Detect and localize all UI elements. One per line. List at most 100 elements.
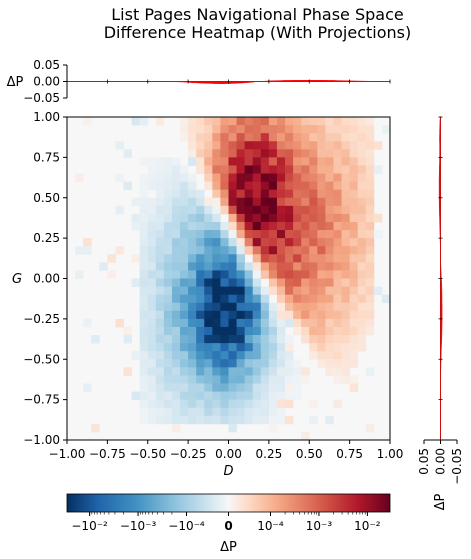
heatmap-cell: [180, 254, 189, 263]
heatmap-cell: [123, 335, 132, 344]
heatmap-cell: [276, 141, 286, 150]
heatmap-cell: [163, 383, 173, 392]
heatmap-cell: [244, 399, 254, 409]
heatmap-cell: [341, 173, 351, 182]
heatmap-cell: [276, 326, 286, 336]
heatmap-cell: [228, 391, 237, 401]
heatmap-cell: [349, 117, 359, 126]
heatmap-cell: [349, 141, 359, 150]
x-tick-label: 0.75: [336, 447, 363, 461]
heatmap-cell: [357, 278, 367, 287]
heatmap-cell: [139, 181, 149, 191]
heatmap-cell: [236, 383, 246, 392]
heatmap-cell: [163, 391, 173, 401]
heatmap-cell: [365, 221, 375, 231]
heatmap-cell: [293, 254, 302, 263]
heatmap-cell: [236, 415, 246, 425]
heatmap-cell: [309, 141, 318, 150]
heatmap-cell: [220, 367, 229, 376]
heatmap-cell: [268, 230, 278, 239]
heatmap-cell: [373, 230, 383, 239]
heatmap-cell: [147, 351, 157, 360]
y-tick-label: 0.50: [33, 191, 60, 205]
heatmap-cell: [220, 189, 229, 199]
heatmap-cell: [341, 335, 351, 344]
heatmap-cell: [204, 335, 213, 344]
heatmap-cell: [260, 399, 270, 409]
heatmap-cell: [220, 286, 229, 296]
heatmap-cell: [252, 117, 262, 126]
heatmap-cell: [155, 310, 165, 320]
heatmap-cell: [163, 294, 173, 304]
heatmap-cell: [357, 262, 367, 271]
heatmap-cell: [317, 254, 326, 263]
heatmap-cell: [212, 197, 221, 207]
heatmap-cell: [196, 359, 205, 368]
heatmap-cell: [188, 157, 197, 166]
heatmap-cell: [357, 294, 367, 304]
heatmap-cell: [180, 310, 189, 320]
x-axis: −1.00 −0.75 −0.50 −0.25 0.00 0.25 0.50 0.75 1.00: [49, 440, 403, 461]
heatmap-cell: [285, 335, 294, 344]
heatmap-cell: [163, 157, 173, 166]
heatmap-cell: [236, 181, 246, 191]
heatmap-cell: [171, 375, 181, 384]
heatmap-cell: [317, 165, 326, 174]
heatmap-cell: [204, 117, 213, 126]
heatmap-cell: [204, 141, 213, 150]
heatmap-cell: [228, 270, 237, 279]
heatmap-cell: [260, 165, 270, 174]
heatmap-cell: [155, 230, 165, 239]
heatmap-cell: [147, 157, 157, 166]
heatmap-cell: [285, 246, 294, 255]
heatmap-cell: [163, 254, 173, 263]
heatmap-cell: [293, 165, 302, 174]
heatmap-cell: [236, 165, 246, 174]
heatmap-cell: [244, 375, 254, 384]
heatmap-cell: [349, 133, 359, 142]
heatmap-cell: [349, 335, 359, 344]
heatmap-cell: [107, 254, 116, 263]
heatmap-cell: [155, 262, 165, 271]
heatmap-cell: [333, 367, 342, 376]
heatmap-cell: [163, 318, 173, 328]
heatmap-cell: [171, 343, 181, 352]
heatmap-cell: [333, 133, 342, 142]
heatmap-cell: [301, 165, 310, 174]
heatmap-cell: [188, 189, 197, 199]
heatmap-cell: [204, 213, 213, 223]
heatmap-cell: [196, 407, 205, 417]
heatmap-cell: [139, 221, 149, 231]
heatmap-cell: [139, 359, 149, 368]
heatmap-cell: [171, 351, 181, 360]
heatmap-cell: [333, 157, 342, 166]
heatmap-cell: [285, 367, 294, 376]
heatmap-cell: [260, 335, 270, 344]
heatmap-cell: [341, 246, 351, 255]
heatmap-cell: [171, 221, 181, 231]
heatmap-cell: [349, 221, 359, 231]
x-tick-label: 0.50: [296, 447, 323, 461]
heatmap-cell: [252, 205, 262, 215]
heatmap-cell: [276, 286, 286, 296]
heatmap-cell: [171, 262, 181, 271]
heatmap-cell: [309, 189, 318, 199]
heatmap-cell: [180, 343, 189, 352]
heatmap-cell: [212, 310, 221, 320]
heatmap-cell: [349, 213, 359, 223]
heatmap-cell: [365, 125, 375, 134]
heatmap-cell: [244, 415, 254, 425]
heatmap-cell: [285, 278, 294, 287]
heatmap-cell: [285, 197, 294, 207]
chart-title-line-1: List Pages Navigational Phase Space: [111, 5, 404, 24]
heatmap-cell: [357, 326, 367, 336]
heatmap-cell: [325, 157, 334, 166]
heatmap-cell: [244, 270, 254, 279]
heatmap-cell: [365, 246, 375, 255]
heatmap-cell: [131, 391, 141, 401]
heatmap-cell: [309, 351, 318, 360]
heatmap-cell: [244, 326, 254, 336]
heatmap-cell: [349, 343, 359, 352]
heatmap-cell: [325, 310, 334, 320]
heatmap-cell: [212, 205, 221, 215]
